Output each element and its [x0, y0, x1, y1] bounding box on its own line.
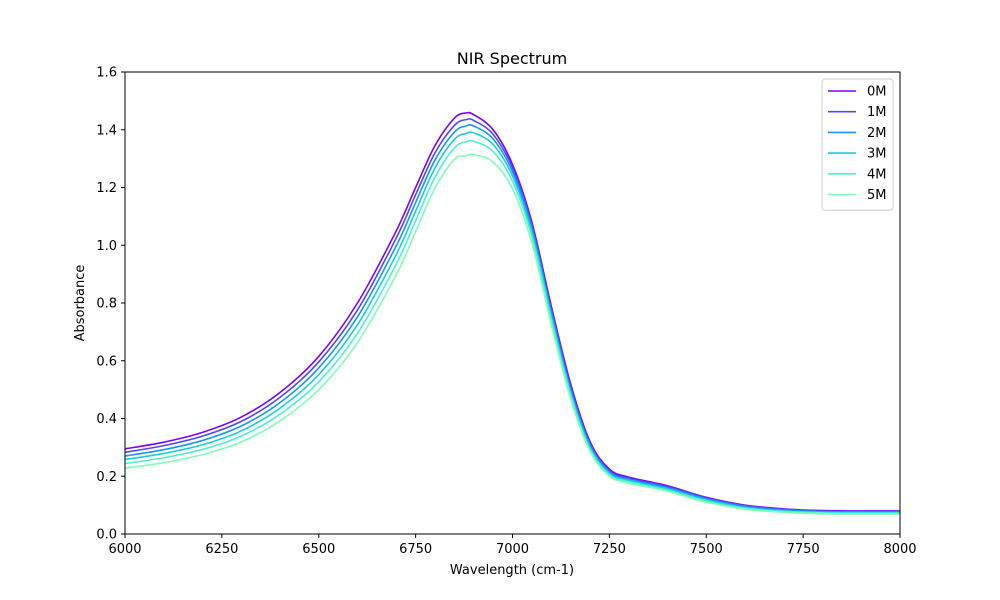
- y-tick-label: 0.6: [96, 354, 117, 369]
- x-tick-label: 7250: [593, 542, 626, 557]
- legend: 0M 1M 2M 3M 4M 5M: [821, 78, 894, 211]
- y-tick-label: 0.2: [96, 470, 117, 485]
- y-tick-label: 0.8: [96, 297, 117, 312]
- x-tick-label: 6750: [399, 542, 432, 557]
- legend-label-4M: 4M: [867, 167, 887, 182]
- y-tick-label: 0.4: [96, 412, 117, 427]
- series-line-1M: [124, 118, 901, 513]
- x-axis-ticks: 6000 6250 6500 6750 7000 7250 7500 7750 8000: [108, 534, 917, 557]
- chart-title: NIR Spectrum: [457, 49, 567, 68]
- legend-label-5M: 5M: [867, 188, 887, 203]
- x-tick-label: 8000: [883, 542, 916, 557]
- y-tick-label: 1.2: [96, 181, 117, 196]
- legend-label-3M: 3M: [867, 147, 887, 162]
- x-tick-label: 7000: [496, 542, 529, 557]
- legend-label-2M: 2M: [867, 126, 887, 141]
- x-tick-label: 6000: [108, 542, 141, 557]
- x-tick-label: 7750: [787, 542, 820, 557]
- y-tick-label: 1.4: [96, 123, 117, 138]
- series-line-5M: [124, 153, 901, 515]
- y-tick-label: 0.0: [96, 528, 117, 543]
- y-axis-label: Absorbance: [73, 265, 88, 342]
- series-line-4M: [124, 139, 901, 515]
- x-tick-label: 6500: [302, 542, 335, 557]
- series-line-3M: [124, 131, 901, 514]
- x-axis-label: Wavelength (cm-1): [450, 563, 574, 578]
- x-tick-label: 7500: [690, 542, 723, 557]
- series-line-2M: [124, 123, 901, 513]
- x-tick-label: 6250: [205, 542, 238, 557]
- legend-label-1M: 1M: [867, 105, 887, 120]
- series-lines: [124, 111, 901, 515]
- y-tick-label: 1.0: [96, 239, 117, 254]
- legend-label-0M: 0M: [867, 85, 887, 100]
- y-axis-ticks: 0.0 0.2 0.4 0.6 0.8 1.0 1.2 1.4 1.6: [96, 66, 125, 543]
- y-tick-label: 1.6: [96, 66, 117, 81]
